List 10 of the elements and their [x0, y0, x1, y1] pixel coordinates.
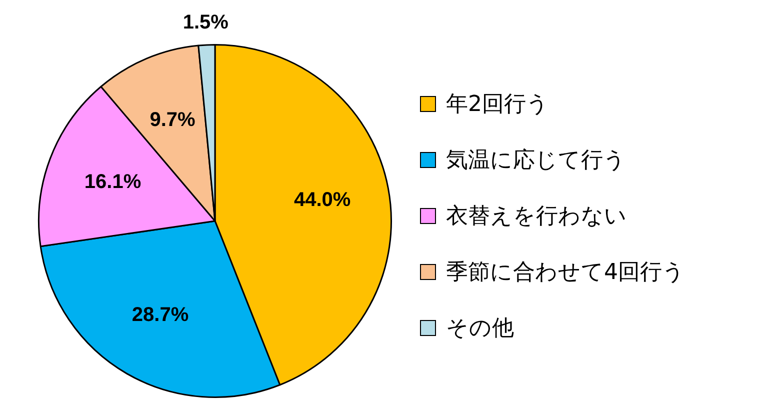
legend-label: 年2回行う — [446, 91, 549, 119]
data-label: 28.7% — [132, 304, 189, 326]
data-label: 16.1% — [84, 170, 142, 193]
data-label: 1.5% — [182, 11, 229, 34]
data-label: 44.0% — [294, 189, 351, 212]
legend-label: 衣替えを行わない — [446, 203, 627, 231]
data-label: 9.7% — [150, 108, 196, 131]
legend-label: その他 — [446, 315, 514, 343]
legend-label: 気温に応じて行う — [446, 147, 626, 175]
legend-label: 季節に合わせて4回行う — [446, 259, 685, 287]
